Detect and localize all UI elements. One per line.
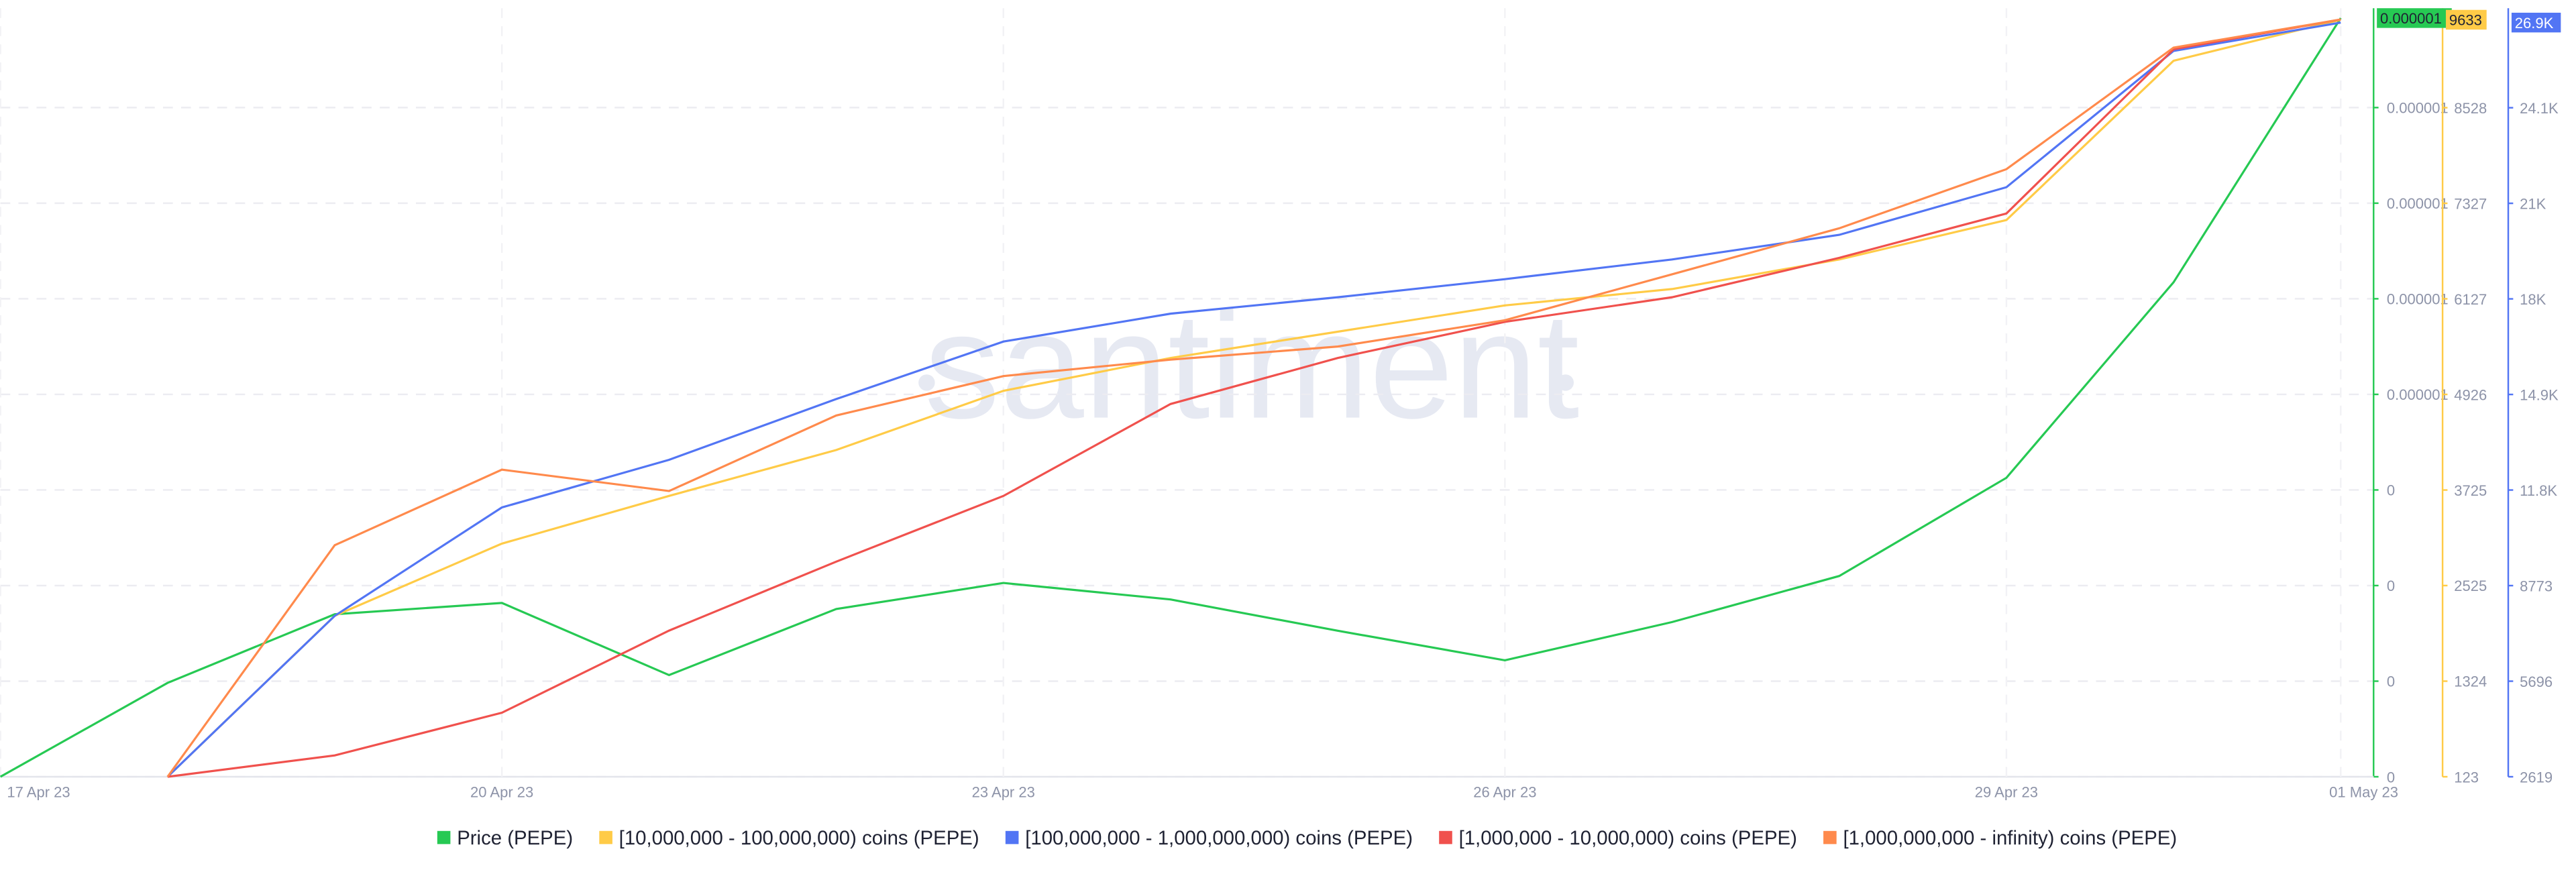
y-tick-label: 0	[2387, 769, 2395, 785]
legend-swatch	[437, 830, 451, 844]
y-tick-label: 6127	[2454, 291, 2487, 308]
y-tick-label: 21K	[2520, 195, 2546, 212]
legend-swatch	[1439, 830, 1452, 844]
y-tick-label: 123	[2454, 769, 2479, 785]
watermark: santiment	[924, 281, 1579, 450]
y-tick-label: 3725	[2454, 482, 2487, 499]
series-line	[166, 18, 2341, 778]
y-tick-label: 0	[2387, 673, 2395, 690]
y-tick-label: 0.000001	[2387, 100, 2449, 117]
value-label-box	[2511, 12, 2561, 33]
y-tick-label: 0.000001	[2387, 195, 2449, 212]
y-tick-label: 2525	[2454, 578, 2487, 594]
legend-swatch	[1005, 830, 1019, 844]
y-tick-label: 0.000001	[2387, 386, 2449, 403]
y-tick-label: 1324	[2454, 673, 2487, 690]
y-tick-label: 4926	[2454, 386, 2487, 403]
legend-label: [1,000,000 - 10,000,000) coins (PEPE)	[1459, 827, 1797, 849]
x-tick-label: 26 Apr 23	[1473, 783, 1536, 800]
series-line	[166, 21, 2341, 778]
legend-label: [1,000,000,000 - infinity) coins (PEPE)	[1843, 827, 2177, 849]
y-tick-label: 8528	[2454, 100, 2487, 117]
y-tick-label: 11.8K	[2520, 482, 2557, 499]
legend-label: [10,000,000 - 100,000,000) coins (PEPE)	[619, 827, 979, 849]
watermark-dot	[1557, 374, 1574, 391]
value-label-box	[2377, 8, 2452, 28]
x-tick-label: 20 Apr 23	[470, 783, 533, 800]
x-tick-label: 17 Apr 23	[7, 783, 70, 800]
y-tick-label: 0	[2387, 578, 2395, 594]
y-tick-label: 0.000001	[2387, 291, 2449, 308]
value-label: 26.9K	[2515, 15, 2554, 32]
legend-swatch	[599, 830, 612, 844]
y-tick-label: 7327	[2454, 195, 2487, 212]
y-tick-label: 8773	[2520, 578, 2553, 594]
series-line	[0, 17, 2342, 778]
y-tick-label: 5696	[2520, 673, 2553, 690]
y-tick-label: 14.9K	[2520, 386, 2559, 403]
y-tick-label: 18K	[2520, 291, 2546, 308]
legend-label: Price (PEPE)	[457, 827, 573, 849]
y-tick-label: 0	[2387, 482, 2395, 499]
value-label: 9633	[2449, 12, 2482, 29]
legend-swatch	[1823, 830, 1837, 844]
x-tick-label: 23 Apr 23	[972, 783, 1035, 800]
value-label-box	[2445, 9, 2487, 30]
value-label: 0.000001	[2380, 10, 2442, 27]
x-tick-label: 29 Apr 23	[1975, 783, 2038, 800]
series-line	[167, 18, 2341, 778]
series-line	[166, 18, 2341, 777]
x-tick-label: 01 May 23	[2329, 783, 2398, 800]
watermark-dot	[918, 374, 935, 391]
y-tick-label: 2619	[2520, 769, 2553, 785]
y-tick-label: 24.1K	[2520, 100, 2559, 117]
legend-label: [100,000,000 - 1,000,000,000) coins (PEP…	[1025, 827, 1413, 849]
